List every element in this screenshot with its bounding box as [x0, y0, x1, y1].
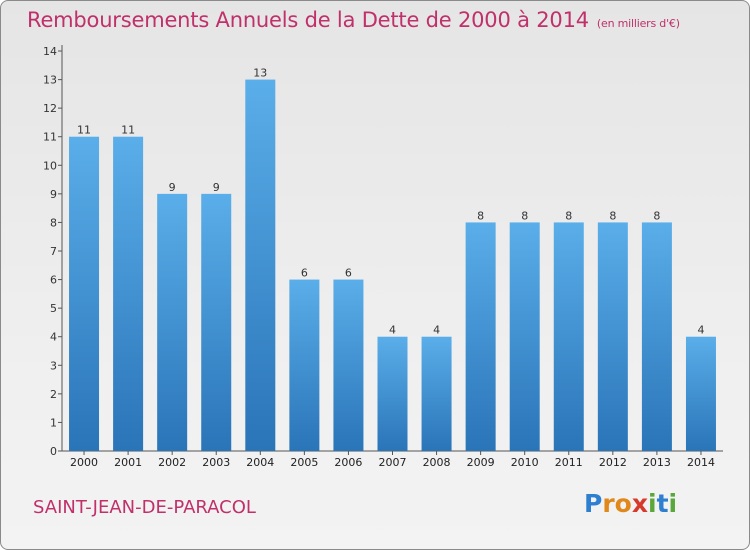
bar: [333, 279, 364, 451]
bar-value-label: 9: [169, 181, 176, 194]
bar-value-label: 11: [121, 124, 135, 137]
y-tick-label: 5: [50, 302, 57, 315]
bar-value-label: 13: [253, 67, 267, 80]
bar: [157, 193, 188, 451]
x-tick-label: 2010: [511, 456, 539, 469]
x-tick-label: 2013: [643, 456, 671, 469]
bar-value-label: 8: [609, 209, 616, 222]
y-tick-label: 0: [50, 445, 57, 458]
bar: [113, 136, 144, 451]
x-tick-label: 2004: [246, 456, 274, 469]
logo-letter: r: [602, 489, 615, 518]
bar-value-label: 4: [697, 324, 704, 337]
bar: [201, 193, 232, 451]
bar: [553, 222, 584, 451]
bar-value-label: 8: [565, 209, 572, 222]
bar-value-label: 4: [433, 324, 440, 337]
bar: [289, 279, 320, 451]
y-tick-label: 8: [50, 216, 57, 229]
y-tick-label: 7: [50, 245, 57, 258]
y-tick-label: 2: [50, 388, 57, 401]
y-tick-label: 10: [43, 159, 57, 172]
bar-value-label: 9: [213, 181, 220, 194]
y-tick-label: 1: [50, 416, 57, 429]
x-tick-label: 2014: [687, 456, 715, 469]
y-tick-label: 3: [50, 359, 57, 372]
bar-value-label: 11: [77, 124, 91, 137]
bar-value-label: 6: [345, 267, 352, 280]
chart-title: Remboursements Annuels de la Dette de 20…: [27, 8, 680, 32]
bar: [69, 136, 100, 451]
bar: [465, 222, 496, 451]
logo-letter: i: [668, 489, 678, 518]
title-text: Remboursements Annuels de la Dette de 20…: [27, 8, 589, 32]
x-tick-label: 2002: [158, 456, 186, 469]
x-tick-label: 2008: [423, 456, 451, 469]
x-tick-label: 2005: [290, 456, 318, 469]
x-tick-label: 2009: [467, 456, 495, 469]
bar-value-label: 8: [521, 209, 528, 222]
y-tick-label: 6: [50, 274, 57, 287]
y-tick-label: 9: [50, 188, 57, 201]
bar: [641, 222, 672, 451]
bar: [421, 336, 452, 451]
x-tick-label: 2000: [70, 456, 98, 469]
x-tick-label: 2006: [334, 456, 362, 469]
logo-letter: o: [614, 489, 632, 518]
x-tick-label: 2011: [555, 456, 583, 469]
x-tick-label: 2001: [114, 456, 142, 469]
x-tick-label: 2003: [202, 456, 230, 469]
y-tick-label: 11: [43, 131, 57, 144]
bar: [245, 79, 276, 452]
proxiti-logo: Proxiti: [584, 489, 677, 518]
title-unit: (en milliers d'€): [596, 17, 680, 30]
logo-letter: i: [648, 489, 657, 518]
bar: [597, 222, 628, 451]
bar: [685, 336, 716, 451]
commune-name: SAINT-JEAN-DE-PARACOL: [33, 497, 256, 518]
logo-letter: t: [656, 489, 669, 518]
bar: [377, 336, 408, 451]
logo-letter: x: [631, 489, 648, 518]
y-tick-label: 12: [43, 102, 57, 115]
bar-value-label: 8: [653, 209, 660, 222]
x-tick-label: 2007: [379, 456, 407, 469]
bar-value-label: 6: [301, 267, 308, 280]
logo-letter: P: [584, 489, 603, 518]
y-tick-label: 14: [43, 45, 57, 58]
bar: [509, 222, 540, 451]
x-tick-label: 2012: [599, 456, 627, 469]
bar-value-label: 8: [477, 209, 484, 222]
y-tick-label: 13: [43, 74, 57, 87]
y-tick-label: 4: [50, 331, 57, 344]
bar-value-label: 4: [389, 324, 396, 337]
